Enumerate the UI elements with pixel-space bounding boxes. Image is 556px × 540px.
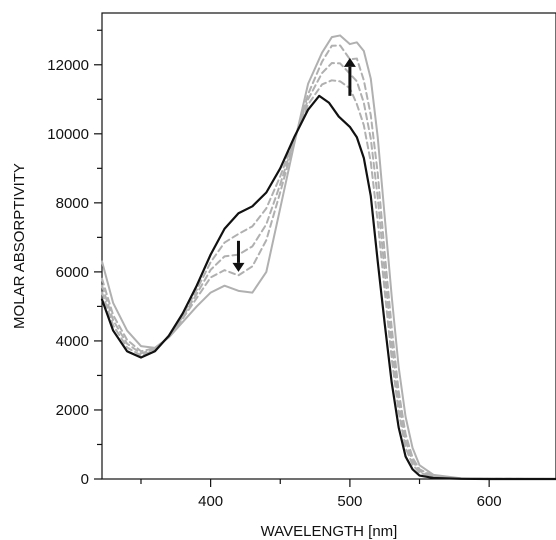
y-tick-label: 12000 <box>47 57 89 74</box>
arrow-up-icon <box>343 57 356 96</box>
y-tick-label: 0 <box>81 471 89 488</box>
x-axis-title: WAVELENGTH [nm] <box>261 523 398 540</box>
x-tick-label: 400 <box>198 493 223 510</box>
x-tick-label: 500 <box>337 493 362 510</box>
y-axis-title: MOLAR ABSORPTIVITY <box>11 163 28 329</box>
y-tick-label: 10000 <box>47 126 89 143</box>
intermediate-spectrum-line-2 <box>101 62 556 480</box>
arrow-head <box>343 57 356 67</box>
y-tick-label: 6000 <box>56 264 89 281</box>
y-tick-label: 2000 <box>56 402 89 419</box>
plot-area-group <box>100 12 556 481</box>
annotation-layer <box>232 57 356 272</box>
intermediate-spectrum-line-1 <box>101 79 556 480</box>
arrow-down-icon <box>232 240 245 272</box>
y-tick-label: 8000 <box>56 195 89 212</box>
x-tick-label: 600 <box>477 493 502 510</box>
plot-frame <box>101 12 556 480</box>
intermediate-spectrum-line-3 <box>101 44 556 480</box>
series-layer <box>100 34 556 481</box>
arrow-head <box>232 262 245 272</box>
spectrum-line-0 <box>100 94 556 481</box>
y-tick-label: 4000 <box>56 333 89 350</box>
spectrum-line-4 <box>101 34 556 480</box>
